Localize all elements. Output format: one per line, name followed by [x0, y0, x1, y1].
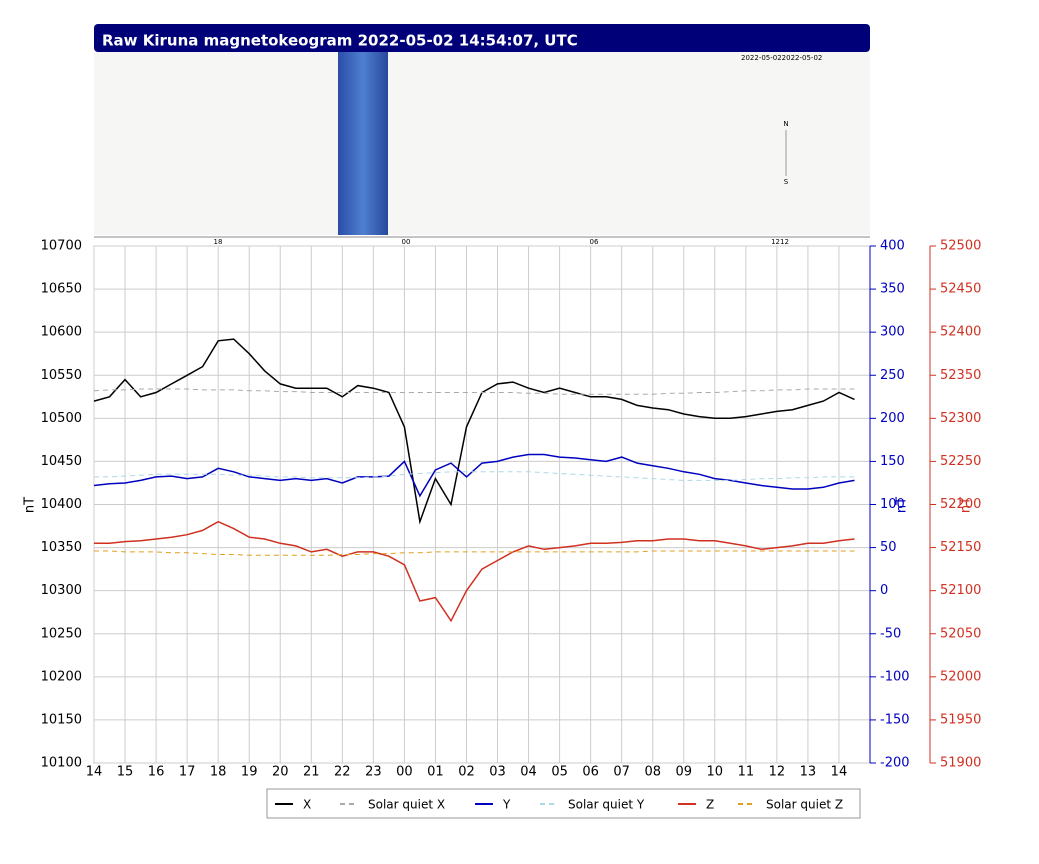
keogram-tick: 1212: [771, 238, 789, 246]
chart-title: Raw Kiruna magnetokeogram 2022-05-02 14:…: [102, 32, 578, 50]
y-tick-label: 10200: [41, 669, 82, 684]
x-tick-label: 04: [520, 765, 537, 780]
series-line: [93, 388, 855, 395]
legend-label: Z: [706, 798, 714, 812]
x-tick-label: 20: [272, 765, 289, 780]
x-tick-label: 23: [365, 765, 382, 780]
legend-label: Solar quiet Z: [766, 798, 843, 812]
y2-tick-label: 0: [880, 583, 888, 598]
y2-tick-label: 400: [880, 239, 905, 254]
keogram: [94, 52, 870, 235]
keogram-band: [338, 52, 388, 235]
y-tick-label: 10650: [41, 282, 82, 297]
y3-tick-label: 52500: [940, 239, 981, 254]
y-axis-label: nT: [23, 497, 38, 513]
y3-tick-label: 52050: [940, 626, 981, 641]
keogram-tick: 18: [214, 238, 223, 246]
x-tick-label: 06: [582, 765, 599, 780]
y-tick-label: 10700: [41, 239, 82, 254]
x-tick-label: 18: [210, 765, 227, 780]
series-line: [94, 520, 855, 623]
legend-label: Solar quiet X: [368, 798, 445, 812]
x-tick-label: 01: [427, 765, 444, 780]
keogram-date: 2022-05-022022-05-02: [741, 54, 822, 62]
y2-tick-label: 300: [880, 325, 905, 340]
y2-axis-label: nT: [895, 497, 910, 513]
title-bar: [94, 24, 870, 52]
x-tick-label: 21: [303, 765, 320, 780]
x-tick-label: 02: [458, 765, 475, 780]
x-tick-label: 08: [644, 765, 661, 780]
y-tick-label: 10300: [41, 583, 82, 598]
y3-tick-label: 51900: [940, 756, 981, 771]
y2-tick-label: 150: [880, 454, 905, 469]
x-tick-label: 15: [117, 765, 134, 780]
x-tick-label: 05: [551, 765, 568, 780]
x-tick-label: 00: [396, 765, 413, 780]
y3-tick-label: 52350: [940, 368, 981, 383]
x-tick-label: 14: [86, 765, 103, 780]
legend-label: Y: [502, 798, 511, 812]
y3-tick-label: 52450: [940, 282, 981, 297]
x-tick-label: 17: [179, 765, 196, 780]
y-tick-label: 10450: [41, 454, 82, 469]
y3-tick-label: 52150: [940, 540, 981, 555]
y2-tick-label: -200: [880, 756, 910, 771]
y-tick-label: 10550: [41, 368, 82, 383]
y2-tick-label: 50: [880, 540, 897, 555]
y2-tick-label: 200: [880, 411, 905, 426]
y-tick-label: 10500: [41, 411, 82, 426]
y-tick-label: 10250: [41, 626, 82, 641]
x-tick-label: 03: [489, 765, 506, 780]
x-tick-label: 22: [334, 765, 351, 780]
y-tick-label: 10600: [41, 325, 82, 340]
keogram-south: S: [784, 178, 789, 186]
legend-label: X: [303, 798, 311, 812]
x-tick-label: 09: [675, 765, 692, 780]
y2-tick-label: 250: [880, 368, 905, 383]
series-line: [94, 550, 855, 556]
y3-tick-label: 52200: [940, 497, 981, 512]
x-tick-label: 12: [769, 765, 786, 780]
y-tick-label: 10350: [41, 540, 82, 555]
y3-tick-label: 52300: [940, 411, 981, 426]
keogram-tick: 00: [402, 238, 411, 246]
x-tick-label: 10: [707, 765, 724, 780]
legend-label: Solar quiet Y: [568, 798, 645, 812]
x-tick-label: 13: [800, 765, 817, 780]
y2-tick-label: -100: [880, 669, 910, 684]
y2-tick-label: -150: [880, 712, 910, 727]
y3-tick-label: 51950: [940, 712, 981, 727]
y2-tick-label: -50: [880, 626, 901, 641]
x-tick-label: 11: [738, 765, 755, 780]
y3-tick-label: 52100: [940, 583, 981, 598]
keogram-tick: 06: [590, 238, 599, 246]
series-line: [93, 338, 855, 525]
y3-tick-label: 52000: [940, 669, 981, 684]
legend: [266, 788, 861, 819]
keogram-north: N: [783, 120, 788, 128]
x-tick-label: 07: [613, 765, 630, 780]
y-tick-label: 10100: [41, 756, 82, 771]
y-tick-label: 10400: [41, 497, 82, 512]
y2-tick-label: 100: [880, 497, 905, 512]
series-line: [94, 471, 855, 481]
y-tick-label: 10150: [41, 712, 82, 727]
y2-tick-label: 350: [880, 282, 905, 297]
x-tick-label: 16: [148, 765, 165, 780]
y3-tick-label: 52400: [940, 325, 981, 340]
y3-axis-label: nT: [959, 497, 974, 513]
x-tick-label: 19: [241, 765, 258, 780]
x-tick-label: 14: [831, 765, 848, 780]
y3-tick-label: 52250: [940, 454, 981, 469]
